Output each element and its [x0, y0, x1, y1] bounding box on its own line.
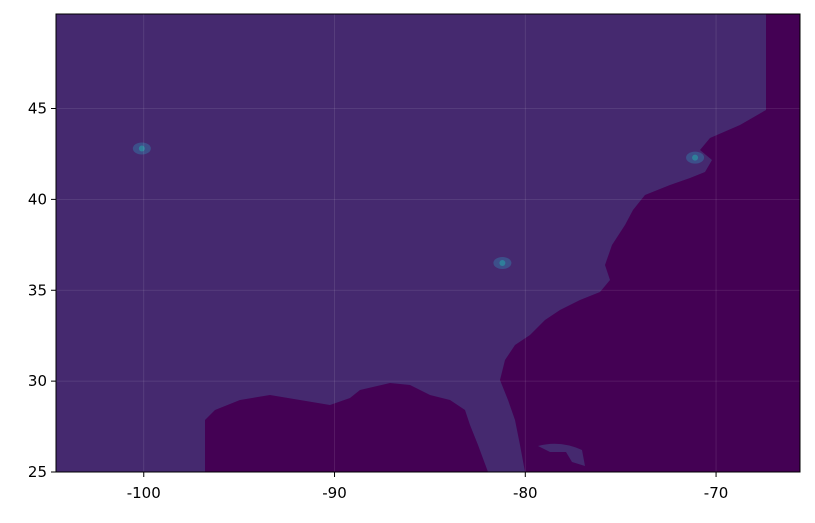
hotspot [499, 259, 506, 266]
y-tick-label: 45 [28, 100, 47, 118]
y-tick-label: 40 [28, 190, 47, 208]
cuba-land [538, 443, 585, 466]
y-tick-label: 35 [28, 281, 47, 299]
y-tick-label: 30 [28, 372, 47, 390]
x-tick-label: -100 [127, 484, 161, 502]
plot-frame [55, 13, 801, 473]
plot-area [55, 13, 801, 473]
x-tick-label: -80 [513, 484, 538, 502]
x-tick-label: -70 [704, 484, 729, 502]
hotspot [692, 154, 699, 161]
y-tick-label: 25 [28, 463, 47, 481]
x-tick-label: -90 [322, 484, 347, 502]
gulf-of-mexico [205, 383, 488, 472]
atlantic-ocean [500, 14, 800, 472]
hotspot [138, 145, 145, 152]
